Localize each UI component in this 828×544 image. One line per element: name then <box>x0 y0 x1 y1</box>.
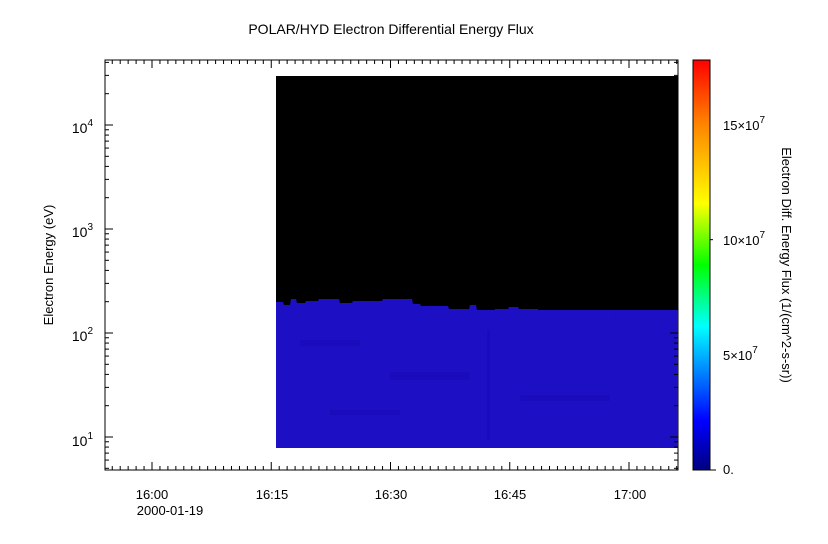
y-tick-label: 102 <box>72 326 94 344</box>
colorbar-tick-label: 10×107 <box>723 230 766 248</box>
colorbar-ticks <box>710 240 716 470</box>
x-date-label: 2000-01-19 <box>137 503 204 518</box>
colorbar-tick-label: 0. <box>723 462 734 477</box>
y-tick-label: 104 <box>72 118 94 136</box>
y-axis-label: Electron Energy (eV) <box>41 205 56 326</box>
colorbar: 0. 5×107 10×107 15×107 Electron Diff. En… <box>693 60 794 477</box>
x-tick-label: 16:45 <box>494 487 527 502</box>
y-tick-label: 101 <box>72 431 94 449</box>
chart-title: POLAR/HYD Electron Differential Energy F… <box>248 21 533 37</box>
colorbar-tick-labels: 0. 5×107 10×107 15×107 <box>723 115 766 477</box>
colorbar-tick-label: 15×107 <box>723 115 766 133</box>
x-tick-label: 16:00 <box>136 487 169 502</box>
y-tick-labels: 101 102 103 104 <box>72 118 94 449</box>
y-tick-label: 103 <box>72 222 94 240</box>
spectrogram-low-flux-region <box>276 310 678 448</box>
colorbar-gradient <box>693 60 710 470</box>
spectrogram-high-flux-region <box>276 76 678 310</box>
x-tick-label: 16:30 <box>375 487 408 502</box>
plot-area <box>105 60 678 470</box>
x-tick-label: 16:15 <box>256 487 289 502</box>
x-tick-label: 17:00 <box>614 487 647 502</box>
x-tick-labels: 16:00 16:15 16:30 16:45 17:00 2000-01-19 <box>136 487 647 518</box>
colorbar-label: Electron Diff. Energy Flux (1/(cm^2-s-sr… <box>779 147 794 383</box>
colorbar-tick-label: 5×107 <box>723 345 758 363</box>
